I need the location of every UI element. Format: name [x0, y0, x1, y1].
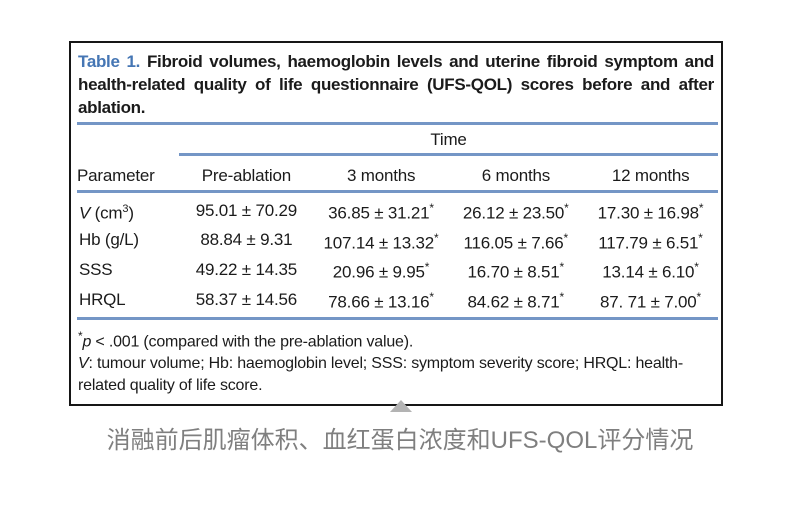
- value-cell: 58.37 ± 14.56: [195, 289, 297, 309]
- column-header-row: Parameter Pre-ablation 3 months 6 months…: [77, 154, 718, 193]
- value-cell: 87. 71 ± 7.00*: [600, 289, 702, 312]
- value-cell: 13.14 ± 6.10*: [602, 260, 699, 282]
- table-bottom-rule: [77, 316, 718, 320]
- table-row: SSS 49.22 ± 14.35 20.96 ± 9.95* 16.70 ± 8.5…: [77, 255, 718, 285]
- chinese-caption: 消融前后肌瘤体积、血红蛋白浓度和UFS-QOL评分情况: [106, 427, 694, 454]
- column-header-12-months: 12 months: [583, 154, 718, 193]
- time-group-row: Time: [77, 125, 718, 156]
- value-cell: 107.14 ± 13.32*: [323, 230, 439, 253]
- value-cell: 49.22 ± 14.35: [195, 260, 297, 280]
- table-number-label: Table 1.: [78, 52, 141, 71]
- table-row: V (cm3) 95.01 ± 70.29 36.85 ± 31.21* 26.12 …: [77, 192, 718, 226]
- column-header-pre-ablation: Pre-ablation: [179, 154, 314, 193]
- parameter-cell: V (cm3): [79, 202, 134, 223]
- parameter-cell: HRQL: [79, 289, 126, 309]
- value-cell: 16.70 ± 8.51*: [467, 260, 565, 282]
- value-cell: 20.96 ± 9.95*: [332, 260, 430, 282]
- table-row: Hb (g/L) 88.84 ± 9.31 107.14 ± 13.32* 116.0…: [77, 226, 718, 256]
- parameter-cell: SSS: [79, 260, 113, 280]
- value-cell: 78.66 ± 13.16*: [328, 289, 435, 312]
- table-body: V (cm3) 95.01 ± 70.29 36.85 ± 31.21* 26.12 …: [77, 192, 718, 317]
- footnote-abbreviations: V: tumour volume; Hb: haemoglobin level;…: [78, 354, 683, 394]
- value-cell: 84.62 ± 8.71*: [467, 289, 565, 312]
- title-divider-rule: [77, 122, 718, 125]
- value-cell: 117.79 ± 6.51*: [598, 230, 703, 253]
- value-cell: 17.30 ± 16.98*: [597, 201, 704, 223]
- value-cell: 88.84 ± 9.31: [200, 230, 293, 250]
- value-cell: 36.85 ± 31.21*: [328, 201, 435, 223]
- time-group-header: Time: [179, 125, 718, 156]
- results-table: Time Parameter Pre-ablation 3 months 6 m…: [77, 125, 718, 317]
- column-header-6-months: 6 months: [448, 154, 584, 193]
- table-title-text: Fibroid volumes, haemoglobin levels and …: [78, 52, 714, 117]
- table-row: HRQL 58.37 ± 14.56 78.66 ± 13.16* 84.62 ± 8…: [77, 285, 718, 317]
- value-cell: 116.05 ± 7.66*: [463, 230, 569, 253]
- tooltip-pointer-triangle-icon: [390, 400, 412, 412]
- corner-cell: [77, 125, 179, 155]
- value-cell: 95.01 ± 70.29: [195, 200, 297, 220]
- paper-table-card: Table 1. Fibroid volumes, haemoglobin le…: [69, 41, 723, 406]
- table-footnotes: *p < .001 (compared with the pre-ablatio…: [71, 320, 721, 404]
- column-header-3-months: 3 months: [313, 154, 449, 193]
- value-cell: 26.12 ± 23.50*: [462, 201, 569, 223]
- parameter-column-header: Parameter: [77, 154, 179, 193]
- footnote-significance: *p < .001 (compared with the pre-ablatio…: [78, 328, 414, 350]
- table-title: Table 1. Fibroid volumes, haemoglobin le…: [71, 43, 721, 122]
- footnote-asterisk: *: [78, 328, 83, 343]
- parameter-cell: Hb (g/L): [79, 230, 139, 250]
